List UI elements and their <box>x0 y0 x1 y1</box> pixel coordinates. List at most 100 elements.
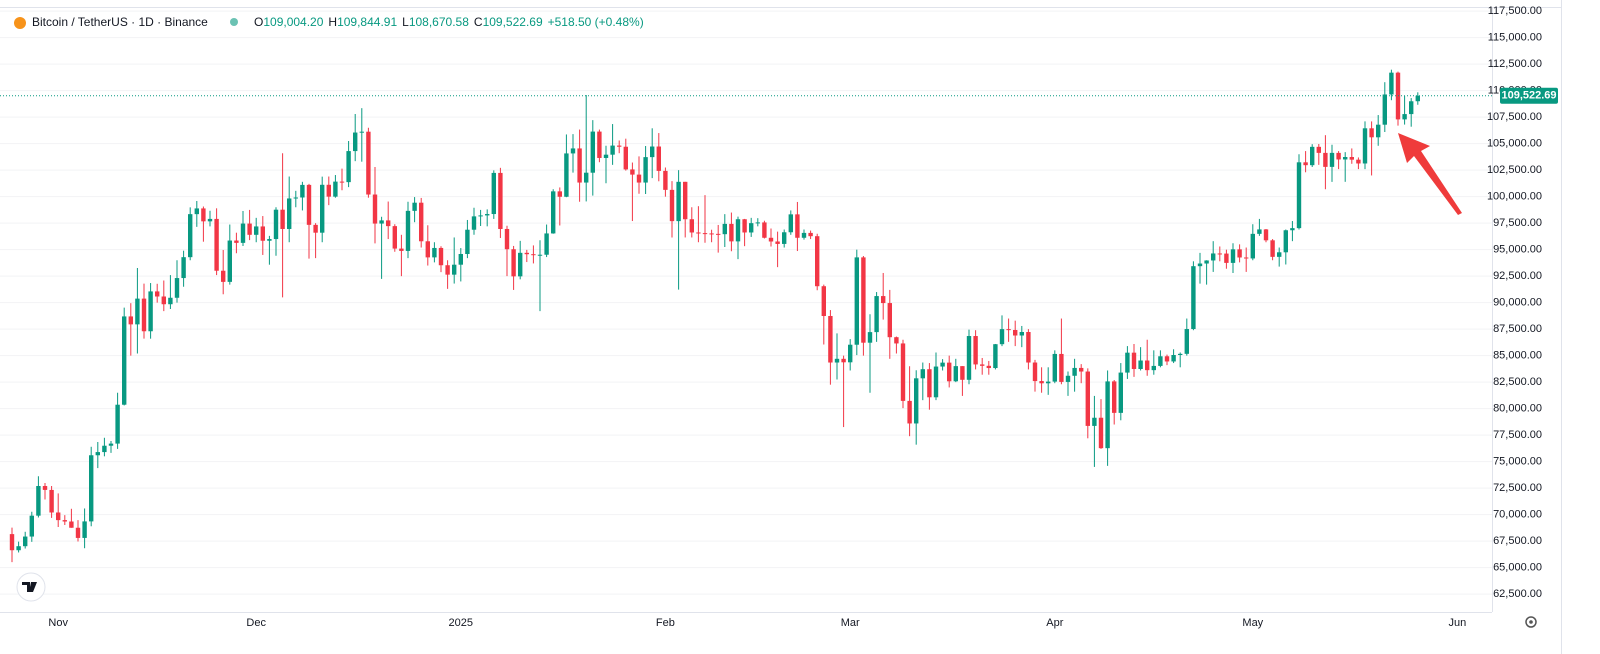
grid <box>0 10 1492 595</box>
candle-body <box>656 146 661 171</box>
candle-body <box>214 218 219 271</box>
candle-body <box>1217 253 1222 255</box>
candle-body <box>782 232 787 244</box>
candle-body <box>392 226 397 249</box>
candle-body <box>795 214 800 238</box>
candle-body <box>1270 240 1275 257</box>
candle-body <box>353 132 358 152</box>
candle-body <box>69 521 74 528</box>
candle-body <box>518 252 523 277</box>
y-tick-label: 92,500.00 <box>1493 270 1542 282</box>
candle-body <box>1131 352 1137 369</box>
candle-body <box>1032 362 1038 382</box>
candle-body <box>412 202 417 211</box>
candle-body <box>788 214 793 233</box>
y-tick-label: 80,000.00 <box>1493 403 1542 415</box>
candle-body <box>973 336 978 365</box>
candle-body <box>524 252 529 255</box>
annotation-arrow <box>1398 133 1462 215</box>
last-price-tag: 109,522.69 <box>0 87 1558 104</box>
candle-body <box>676 181 681 222</box>
candle-body <box>623 146 628 170</box>
readout-key: C <box>474 15 483 29</box>
candle-body <box>23 536 28 547</box>
y-tick-label: 65,000.00 <box>1493 562 1542 574</box>
candle-body <box>960 366 965 380</box>
candle-body <box>234 240 239 243</box>
candle-body <box>260 226 265 241</box>
candle-body <box>1250 233 1255 259</box>
candle-body <box>405 210 411 251</box>
candle-body <box>940 362 945 367</box>
candle-body <box>854 257 859 345</box>
candle-body <box>993 344 998 369</box>
candle-body <box>471 216 477 230</box>
candle-body <box>1369 128 1374 138</box>
candle-body <box>1296 162 1302 229</box>
candle-body <box>762 222 767 238</box>
candle-body <box>1138 360 1143 369</box>
candle-body <box>603 154 609 158</box>
candle-body <box>683 181 688 220</box>
candle-body <box>56 512 61 521</box>
candle-body <box>1065 375 1071 382</box>
candle-body <box>755 222 760 224</box>
candle-body <box>775 241 780 244</box>
settings-icon-center <box>1529 620 1533 624</box>
candle-body <box>1323 152 1328 167</box>
logo <box>22 582 37 592</box>
candle-body <box>1290 228 1295 231</box>
candle-body <box>458 253 463 265</box>
candle-body <box>650 146 655 158</box>
candle-body <box>696 232 701 234</box>
settings-icon[interactable] <box>1525 616 1537 628</box>
y-tick-label: 105,000.00 <box>1487 138 1542 150</box>
candle-body <box>584 172 589 183</box>
candle-body <box>1098 417 1104 449</box>
candle-body <box>75 527 81 538</box>
readout-key: O <box>254 15 263 29</box>
candle-body <box>82 521 87 538</box>
candle-body <box>293 197 298 199</box>
candle-body <box>1151 365 1156 371</box>
candle-body <box>1013 329 1018 336</box>
candle-body <box>735 219 741 242</box>
candle-body <box>1184 329 1189 354</box>
candle-body <box>610 145 615 155</box>
candle-body <box>207 218 213 222</box>
candle-body <box>1230 249 1236 263</box>
candle-body <box>881 296 886 304</box>
x-tick-label: Dec <box>246 617 266 629</box>
candle-body <box>95 452 100 456</box>
y-tick-label: 72,500.00 <box>1493 482 1542 494</box>
candle-body <box>122 316 127 405</box>
y-tick-label: 85,000.00 <box>1493 350 1542 362</box>
candle-body <box>300 184 305 198</box>
candle-body <box>181 257 186 279</box>
candle-body <box>834 358 840 363</box>
candle-body <box>359 131 364 133</box>
x-tick-label: Apr <box>1046 617 1063 629</box>
y-tick-label: 100,000.00 <box>1487 191 1542 203</box>
candle-body <box>346 151 351 183</box>
x-tick-label: May <box>1242 617 1263 629</box>
candle-body <box>729 223 734 242</box>
y-tick-label: 112,500.00 <box>1488 58 1542 70</box>
candle-body <box>630 169 635 175</box>
candle-body <box>1257 229 1262 234</box>
candle-body <box>1389 72 1394 95</box>
candle-body <box>9 534 15 551</box>
candle-body <box>161 296 166 305</box>
candle-body <box>42 485 48 490</box>
y-tick-label: 90,000.00 <box>1493 297 1542 309</box>
readout-value: 108,670.58 <box>409 15 469 29</box>
candle-body <box>1125 352 1130 373</box>
candle-body <box>1164 356 1170 362</box>
candle-body <box>1079 367 1084 372</box>
candle-body <box>1382 94 1387 125</box>
y-tick-label: 67,500.00 <box>1493 535 1542 547</box>
candle-body <box>511 249 516 277</box>
candle-body <box>399 248 404 251</box>
